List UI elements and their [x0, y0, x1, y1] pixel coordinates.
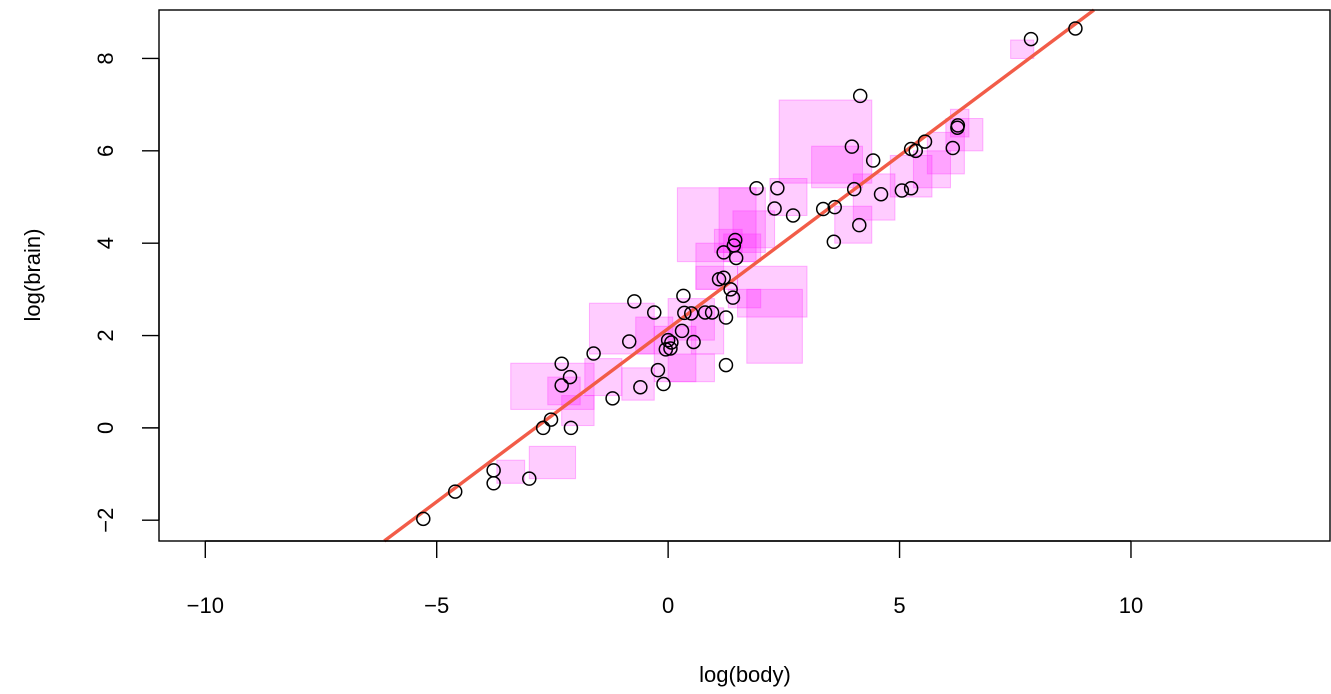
x-axis-title: log(body)	[699, 662, 791, 687]
data-point-12	[605, 391, 620, 406]
data-point-28	[697, 305, 713, 320]
data-point-9	[554, 356, 569, 371]
data-point-13	[622, 334, 637, 349]
data-point-0	[416, 511, 431, 527]
highlight-square-0	[510, 362, 595, 410]
y-tick-label-4: 6	[93, 145, 118, 157]
data-point-43	[785, 208, 801, 223]
y-axis-title: log(brain)	[20, 229, 45, 322]
data-point-38	[728, 250, 744, 266]
highlight-square-4	[621, 367, 655, 401]
data-point-61	[1023, 31, 1039, 47]
highlight-square-29	[912, 150, 951, 189]
highlight-square-28	[889, 154, 933, 198]
data-point-18	[656, 376, 671, 392]
data-point-58	[945, 140, 961, 156]
data-point-22	[664, 335, 679, 350]
data-point-32	[716, 245, 731, 260]
y-tick-label-1: 0	[93, 422, 118, 434]
highlight-squares-layer	[496, 39, 1035, 484]
x-axis: −10 −5 0 5 10	[187, 540, 1143, 618]
data-point-57	[917, 134, 933, 149]
data-point-24	[677, 305, 692, 321]
regression-line	[383, 8, 1095, 543]
data-point-40	[749, 180, 764, 196]
x-tick-label-3: 5	[893, 593, 905, 618]
data-point-46	[827, 199, 843, 215]
data-point-26	[684, 306, 699, 321]
y-tick-label-0: −2	[93, 508, 118, 533]
y-tick-label-3: 4	[93, 237, 118, 249]
highlight-square-2	[561, 395, 595, 427]
data-point-20	[660, 332, 676, 348]
data-point-56	[908, 143, 924, 159]
data-point-41	[767, 201, 782, 216]
data-point-8	[554, 378, 569, 393]
x-tick-label-1: −5	[424, 593, 449, 618]
data-point-6	[543, 412, 559, 427]
highlight-square-15	[737, 265, 808, 318]
highlight-square-27	[852, 173, 896, 221]
data-point-35	[725, 290, 741, 305]
data-point-49	[852, 217, 867, 233]
data-point-25	[676, 288, 691, 304]
data-point-51	[865, 153, 881, 168]
data-point-42	[770, 180, 785, 196]
highlight-square-18	[676, 187, 757, 263]
data-point-17	[650, 362, 666, 378]
x-tick-label-0: −10	[187, 593, 224, 618]
data-point-29	[704, 305, 720, 320]
highlight-square-6	[528, 445, 577, 480]
data-point-27	[686, 334, 701, 350]
data-point-47	[844, 139, 860, 154]
data-point-37	[727, 232, 743, 248]
x-tick-label-4: 10	[1119, 593, 1143, 618]
data-point-39	[723, 282, 738, 297]
data-point-21	[663, 341, 678, 356]
points-layer	[416, 21, 1083, 527]
highlight-square-9	[667, 353, 715, 383]
data-point-54	[903, 180, 919, 196]
data-point-31	[716, 270, 731, 286]
y-tick-label-5: 8	[93, 52, 118, 64]
highlight-square-30	[926, 131, 965, 175]
highlight-square-23	[769, 178, 808, 216]
data-point-60	[950, 118, 966, 133]
data-point-52	[873, 186, 889, 202]
data-point-33	[718, 310, 734, 325]
y-axis: −2 0 2 4 6 8	[93, 52, 160, 533]
data-point-53	[894, 183, 910, 198]
data-point-16	[646, 305, 662, 320]
x-tick-label-2: 0	[662, 593, 674, 618]
data-point-48	[846, 181, 862, 197]
data-point-50	[852, 88, 868, 104]
fit-line-layer	[383, 8, 1095, 543]
y-tick-label-2: 2	[93, 329, 118, 341]
data-point-3	[486, 476, 501, 491]
data-point-15	[633, 379, 648, 395]
data-point-45	[826, 234, 842, 250]
data-point-62	[1068, 21, 1083, 36]
data-point-7	[563, 420, 579, 436]
data-point-14	[627, 294, 642, 309]
data-point-10	[562, 369, 578, 385]
data-point-11	[586, 346, 601, 361]
data-point-1	[447, 484, 463, 499]
data-point-44	[815, 201, 831, 217]
data-point-34	[718, 357, 734, 373]
data-point-5	[535, 420, 551, 436]
data-point-23	[674, 323, 690, 339]
data-point-4	[522, 471, 537, 486]
highlight-square-13	[746, 288, 803, 364]
highlight-square-7	[496, 459, 526, 484]
